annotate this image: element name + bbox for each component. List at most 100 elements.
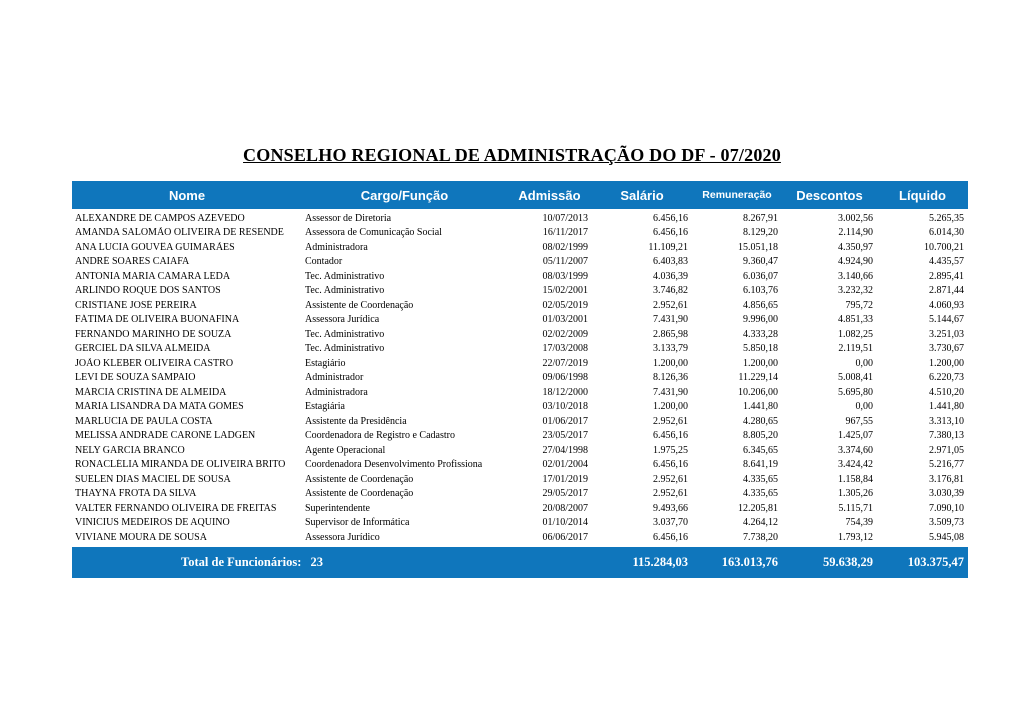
cell-remuneracao: 4.280,65 <box>743 415 778 427</box>
cell-remuneracao: 4.856,65 <box>743 299 778 311</box>
cell-nome: FÁTIMA DE OLIVEIRA BUONAFINA <box>75 314 240 326</box>
cell-cargo-funcao: Coordenadora Desenvolvimento Profissiona <box>305 459 483 471</box>
cell-liquido: 2.871,44 <box>929 285 964 297</box>
column-header-remuneracao: Remuneração <box>702 189 772 201</box>
cell-nome: MELISSA ANDRADE CARONE LADGEN <box>75 430 256 442</box>
cell-cargo-funcao: Assistente da Presidência <box>305 415 407 427</box>
cell-nome: JOÃO KLEBER OLIVEIRA CASTRO <box>75 357 234 369</box>
total-employee-count: 23 <box>310 554 323 569</box>
cell-nome: ANA LÚCIA GOUVÊA GUIMARÃES <box>75 241 235 253</box>
column-header-salario: Salário <box>620 187 664 203</box>
cell-cargo-funcao: Assistente de Coordenação <box>305 473 414 485</box>
cell-liquido: 3.176,81 <box>929 473 964 485</box>
cell-descontos: 754,39 <box>845 517 874 529</box>
table-row: VALTER FERNANDO OLIVEIRA DE FREITAS Super… <box>72 501 968 516</box>
table-row: JOÃO KLEBER OLIVEIRA CASTRO Estagiário 22/… <box>72 356 968 371</box>
cell-remuneracao: 4.264,12 <box>743 517 778 529</box>
cell-salario: 7.431,90 <box>653 386 688 398</box>
cell-admissao: 29/05/2017 <box>542 488 588 500</box>
total-descontos: 59.638,29 <box>823 554 873 569</box>
cell-salario: 2.952,61 <box>653 299 688 311</box>
table-row: THAYNÁ FROTA DA SILVA Assistente de Coord… <box>72 487 968 502</box>
cell-salario: 6.456,16 <box>653 531 688 543</box>
cell-remuneracao: 12.205,81 <box>738 502 778 514</box>
cell-nome: MÁRCIA CRISTINA DE ALMEIDA <box>75 386 227 398</box>
cell-liquido: 3.030,39 <box>929 488 964 500</box>
cell-remuneracao: 5.850,18 <box>743 343 778 355</box>
cell-nome: THAYNÁ FROTA DA SILVA <box>75 488 197 500</box>
cell-descontos: 1.082,25 <box>838 328 873 340</box>
table-row: MÁRCIA CRISTINA DE ALMEIDA Administradora… <box>72 385 968 400</box>
cell-remuneracao: 1.200,00 <box>743 357 778 369</box>
cell-descontos: 3.374,60 <box>838 444 873 456</box>
cell-liquido: 1.200,00 <box>929 357 964 369</box>
cell-cargo-funcao: Administrador <box>305 372 364 384</box>
cell-descontos: 2.114,90 <box>838 227 873 239</box>
cell-liquido: 4.060,93 <box>929 299 964 311</box>
cell-remuneracao: 15.051,18 <box>738 241 778 253</box>
cell-admissao: 05/11/2007 <box>542 256 588 268</box>
cell-salario: 1.975,25 <box>653 444 688 456</box>
cell-salario: 6.403,83 <box>653 256 688 268</box>
cell-remuneracao: 1.441,80 <box>743 401 778 413</box>
cell-liquido: 5.144,67 <box>929 314 964 326</box>
cell-liquido: 3.730,67 <box>929 343 964 355</box>
cell-remuneracao: 11.229,14 <box>738 372 778 384</box>
cell-salario: 2.952,61 <box>653 415 688 427</box>
cell-descontos: 967,55 <box>845 415 874 427</box>
cell-nome: ALEXANDRE DE CAMPOS AZEVEDO <box>75 212 245 224</box>
cell-admissao: 02/02/2009 <box>542 328 588 340</box>
cell-liquido: 6.220,73 <box>929 372 964 384</box>
table-row: GERCIEL DA SILVA ALMEIDA Tec. Administrat… <box>72 342 968 357</box>
cell-liquido: 4.435,57 <box>929 256 964 268</box>
cell-nome: ANTONIA MARIA CAMARA LEDA <box>75 270 231 282</box>
table-row: ALEXANDRE DE CAMPOS AZEVEDO Assessor de D… <box>72 211 968 226</box>
column-header-descontos: Descontos <box>796 187 863 203</box>
cell-remuneracao: 6.345,65 <box>743 444 778 456</box>
cell-cargo-funcao: Tec. Administrativo <box>305 328 385 340</box>
cell-descontos: 1.425,07 <box>838 430 873 442</box>
cell-nome: VINICIUS MEDEIROS DE AQUINO <box>75 517 230 529</box>
table-row: RONACLÉLIA MIRANDA DE OLIVEIRA BRITO Coor… <box>72 458 968 473</box>
cell-admissao: 08/02/1999 <box>542 241 588 253</box>
cell-salario: 1.200,00 <box>653 401 688 413</box>
cell-admissao: 02/01/2004 <box>542 459 588 471</box>
cell-admissao: 27/04/1998 <box>542 444 588 456</box>
cell-salario: 2.952,61 <box>653 473 688 485</box>
cell-admissao: 03/10/2018 <box>542 401 588 413</box>
cell-salario: 2.865,98 <box>653 328 688 340</box>
table-body: ALEXANDRE DE CAMPOS AZEVEDO Assessor de D… <box>72 209 968 545</box>
cell-cargo-funcao: Assistente de Coordenação <box>305 299 414 311</box>
table-row: VIVIANE MOURA DE SOUSA Assessora Jurídico… <box>72 530 968 545</box>
cell-liquido: 1.441,80 <box>929 401 964 413</box>
cell-liquido: 4.510,20 <box>929 386 964 398</box>
cell-remuneracao: 8.641,19 <box>743 459 778 471</box>
table-header-row: Nome Cargo/Função Admissão Salário Remuneraç… <box>72 181 968 209</box>
table-row: MARIA LISANDRA DA MATA GOMES Estagiária 03… <box>72 400 968 415</box>
cell-nome: MARLÚCIA DE PAULA COSTA <box>75 415 213 427</box>
cell-cargo-funcao: Administradora <box>305 386 368 398</box>
cell-admissao: 18/12/2000 <box>542 386 588 398</box>
cell-liquido: 3.313,10 <box>929 415 964 427</box>
cell-admissao: 16/11/2017 <box>542 227 588 239</box>
table-row: MELISSA ANDRADE CARONE LADGEN Coordenador… <box>72 429 968 444</box>
cell-remuneracao: 10.206,00 <box>738 386 778 398</box>
total-liquido: 103.375,47 <box>907 554 964 569</box>
cell-descontos: 4.924,90 <box>838 256 873 268</box>
cell-descontos: 0,00 <box>855 357 874 369</box>
cell-admissao: 02/05/2019 <box>542 299 588 311</box>
column-header-admissao: Admissão <box>518 187 581 203</box>
cell-cargo-funcao: Administradora <box>305 241 368 253</box>
cell-descontos: 3.424,42 <box>838 459 873 471</box>
cell-admissao: 17/01/2019 <box>542 473 588 485</box>
total-label-cell: Total de Funcionários: 23 <box>72 555 432 570</box>
cell-descontos: 5.115,71 <box>838 502 873 514</box>
cell-liquido: 10.700,21 <box>924 241 964 253</box>
cell-nome: FERNANDO MARINHO DE SOUZA <box>75 328 232 340</box>
cell-liquido: 3.251,03 <box>929 328 964 340</box>
table-row: ANTONIA MARIA CAMARA LEDA Tec. Administra… <box>72 269 968 284</box>
cell-cargo-funcao: Supervisor de Informática <box>305 517 410 529</box>
cell-cargo-funcao: Estagiário <box>305 357 346 369</box>
cell-cargo-funcao: Coordenadora de Registro e Cadastro <box>305 430 455 442</box>
cell-salario: 2.952,61 <box>653 488 688 500</box>
